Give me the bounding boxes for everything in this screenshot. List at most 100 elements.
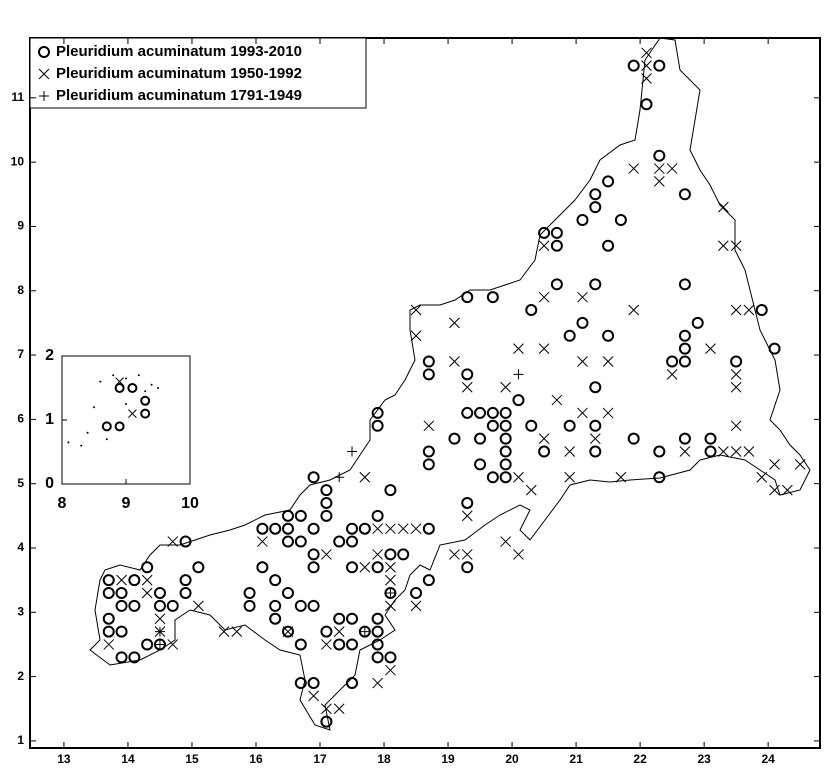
x-tick-label: 8 <box>58 495 67 512</box>
point <box>179 535 192 548</box>
point <box>730 368 742 380</box>
point <box>577 356 588 367</box>
point <box>589 201 602 214</box>
point <box>589 188 602 201</box>
point <box>474 406 487 419</box>
point <box>678 188 691 201</box>
point <box>115 377 124 386</box>
x-tick-label: 13 <box>57 752 71 766</box>
point <box>346 535 359 548</box>
point <box>730 355 743 368</box>
point <box>794 459 806 470</box>
point <box>449 356 460 367</box>
point <box>128 409 137 418</box>
point <box>269 522 282 535</box>
point <box>499 419 512 432</box>
point <box>359 561 371 573</box>
point <box>334 472 345 483</box>
x-tick-label: 20 <box>505 752 519 766</box>
point <box>359 626 370 637</box>
point <box>86 431 89 434</box>
point <box>653 471 666 484</box>
point <box>99 380 102 383</box>
point <box>371 625 384 638</box>
x-tick-label: 9 <box>122 495 131 512</box>
plot-frame <box>29 37 821 749</box>
point <box>577 291 588 303</box>
x-tick-label: 17 <box>313 752 327 766</box>
point <box>153 599 166 612</box>
point <box>410 600 422 612</box>
point <box>756 471 768 483</box>
point <box>564 471 576 483</box>
point <box>589 433 601 445</box>
x-tick-label: 24 <box>761 752 775 766</box>
point <box>486 419 499 432</box>
y-tick-label: 7 <box>17 347 24 361</box>
point <box>397 523 409 535</box>
point <box>653 149 666 162</box>
point <box>627 432 640 445</box>
point <box>653 176 665 187</box>
point <box>589 381 602 394</box>
point <box>422 522 435 535</box>
point <box>410 304 422 316</box>
point <box>144 390 147 393</box>
point <box>678 355 691 368</box>
point <box>281 522 294 535</box>
point <box>461 561 474 574</box>
y-tick-label: 2 <box>17 669 24 683</box>
point <box>157 387 159 389</box>
point <box>525 304 538 317</box>
point <box>281 535 294 548</box>
point <box>320 715 333 728</box>
point <box>512 394 525 407</box>
point <box>321 703 332 715</box>
point <box>513 549 524 560</box>
point <box>564 446 576 457</box>
point <box>410 330 422 342</box>
point <box>717 201 729 213</box>
legend-label: Pleuridium acuminatum 1791-1949 <box>56 87 302 104</box>
point <box>102 587 115 600</box>
point <box>769 459 780 470</box>
x-tick-label: 15 <box>185 752 199 766</box>
point <box>691 316 704 329</box>
x-tick-label: 14 <box>121 752 135 766</box>
point <box>461 368 474 381</box>
point <box>679 446 691 457</box>
point <box>730 446 742 457</box>
point <box>422 368 435 381</box>
point <box>397 548 410 561</box>
point <box>550 226 563 239</box>
point <box>678 342 691 355</box>
point <box>371 638 384 651</box>
x-tick-label: 22 <box>633 752 647 766</box>
point <box>614 214 627 227</box>
point <box>653 445 666 458</box>
point <box>550 239 563 252</box>
point <box>641 73 652 84</box>
point <box>461 549 473 560</box>
point <box>294 535 307 548</box>
y-tick-label: 9 <box>17 219 24 233</box>
point <box>385 574 396 586</box>
point <box>384 548 397 561</box>
point <box>269 612 282 625</box>
point <box>218 626 230 637</box>
point <box>101 421 112 432</box>
point <box>449 549 460 560</box>
point <box>346 522 359 535</box>
point <box>781 484 793 496</box>
point <box>474 458 487 471</box>
point <box>150 383 153 386</box>
point <box>422 445 435 458</box>
point <box>743 304 755 316</box>
point <box>563 419 576 432</box>
point <box>105 438 108 441</box>
point <box>589 419 602 432</box>
point <box>372 549 383 560</box>
point <box>137 374 140 377</box>
x-tick-label: 23 <box>697 752 711 766</box>
